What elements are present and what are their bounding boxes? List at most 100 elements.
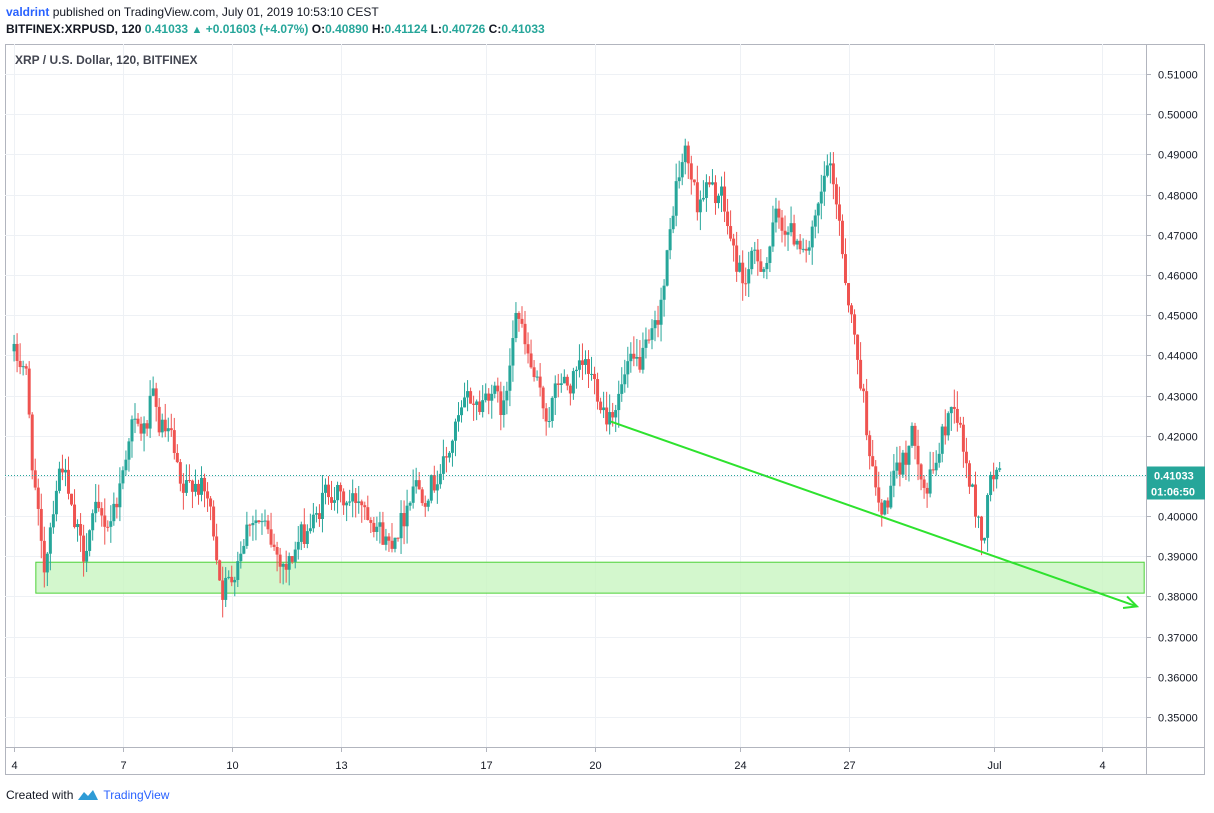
candle-up	[85, 550, 89, 562]
candle-up	[807, 247, 811, 251]
candle-down	[24, 366, 28, 369]
candle-up	[411, 486, 415, 503]
candle-down	[172, 430, 176, 453]
candle-down	[339, 484, 343, 492]
created-with-text: Created with	[6, 788, 74, 802]
candle-down	[73, 504, 77, 528]
candle-up	[121, 470, 125, 484]
candle-down	[735, 245, 739, 272]
price-tick-label: 0.37000	[1158, 633, 1198, 645]
candle-down	[342, 491, 346, 506]
candle-up	[233, 579, 237, 583]
candle-down	[390, 540, 394, 549]
candle-down	[387, 536, 391, 541]
candle-up	[94, 501, 98, 514]
candle-up	[822, 175, 826, 192]
candle-up	[484, 393, 488, 401]
candle-up	[789, 223, 793, 233]
candle-down	[904, 452, 908, 465]
candle-down	[82, 535, 86, 562]
candle-up	[620, 384, 624, 394]
candle-down	[487, 393, 491, 401]
candle-down	[632, 353, 636, 359]
candle-down	[922, 479, 926, 488]
candle-up	[463, 397, 467, 408]
price-tick-label: 0.36000	[1158, 673, 1198, 685]
low-label: L:	[430, 22, 442, 36]
candle-down	[284, 563, 288, 570]
candle-down	[366, 507, 370, 521]
candle-up	[399, 513, 403, 539]
candle-up	[293, 549, 297, 562]
symbol-interval: BITFINEX:XRPUSD, 120	[6, 22, 142, 36]
candle-down	[980, 516, 984, 541]
candle-down	[103, 515, 107, 527]
candle-up	[91, 513, 95, 531]
candle-up	[989, 474, 993, 496]
price-chart[interactable]: 0.35000 0.36000 0.37000 0.38000 0.39000 0.400…	[5, 44, 1205, 775]
candle-down	[964, 451, 968, 464]
candle-up	[333, 500, 337, 503]
tradingview-brand[interactable]: TradingView	[103, 788, 170, 802]
quote-line: BITFINEX:XRPUSD, 120 0.41033 ▲ +0.01603 …	[6, 22, 545, 37]
candle-up	[133, 418, 137, 420]
candle-down	[925, 487, 929, 494]
candle-down	[961, 424, 965, 452]
candle-down	[958, 422, 962, 425]
chart-frame[interactable]: 0.35000 0.36000 0.37000 0.38000 0.39000 0.400…	[5, 44, 1205, 775]
candle-up	[937, 453, 941, 463]
candle-up	[571, 371, 575, 394]
candle-up	[983, 537, 987, 541]
candle-up	[928, 469, 932, 494]
candle-down	[444, 456, 448, 458]
candle-down	[66, 469, 70, 494]
time-axis[interactable]: 4 7 10 13 17 20 24 27 Jul 4	[11, 747, 1106, 772]
candle-down	[469, 391, 473, 404]
candle-down	[692, 179, 696, 183]
candle-down	[212, 506, 216, 537]
candle-up	[148, 395, 152, 429]
candle-up	[51, 514, 55, 528]
candle-down	[272, 544, 276, 548]
candle-up	[384, 536, 388, 545]
candle-down	[266, 520, 270, 530]
candle-up	[514, 312, 518, 339]
candle-up	[414, 480, 418, 487]
candle-up	[998, 468, 1002, 470]
candle-up	[747, 269, 751, 284]
candle-up	[635, 356, 639, 359]
candle-down	[354, 493, 358, 504]
candle-up	[562, 376, 566, 384]
candle-up	[63, 469, 67, 473]
time-tick-label: 4	[11, 760, 17, 772]
candle-up	[450, 440, 454, 453]
candle-down	[732, 238, 736, 246]
candle-down	[523, 323, 527, 345]
candle-down	[206, 491, 210, 499]
candle-up	[184, 480, 188, 493]
candle-down	[544, 408, 548, 422]
candle-up	[574, 369, 578, 372]
candle-up	[677, 177, 681, 182]
candle-down	[856, 334, 860, 360]
candle-up	[668, 229, 672, 251]
candle-up	[453, 421, 457, 441]
time-tick-label: Jul	[987, 760, 1001, 772]
author-name[interactable]: valdrint	[6, 5, 50, 19]
candle-up	[559, 383, 563, 385]
candle-up	[314, 513, 318, 515]
candle-up	[254, 520, 258, 524]
candle-down	[209, 498, 213, 507]
candle-up	[602, 407, 606, 411]
candle-up	[435, 484, 439, 491]
candle-down	[79, 524, 83, 536]
candle-down	[218, 560, 222, 581]
candle-down	[599, 401, 603, 411]
candle-up	[227, 576, 231, 578]
candle-up	[54, 490, 58, 515]
price-tick-label: 0.47000	[1158, 231, 1198, 243]
time-tick-label: 24	[734, 760, 746, 772]
candle-down	[726, 211, 730, 227]
candle-down	[798, 240, 802, 250]
countdown-box	[1147, 483, 1205, 500]
